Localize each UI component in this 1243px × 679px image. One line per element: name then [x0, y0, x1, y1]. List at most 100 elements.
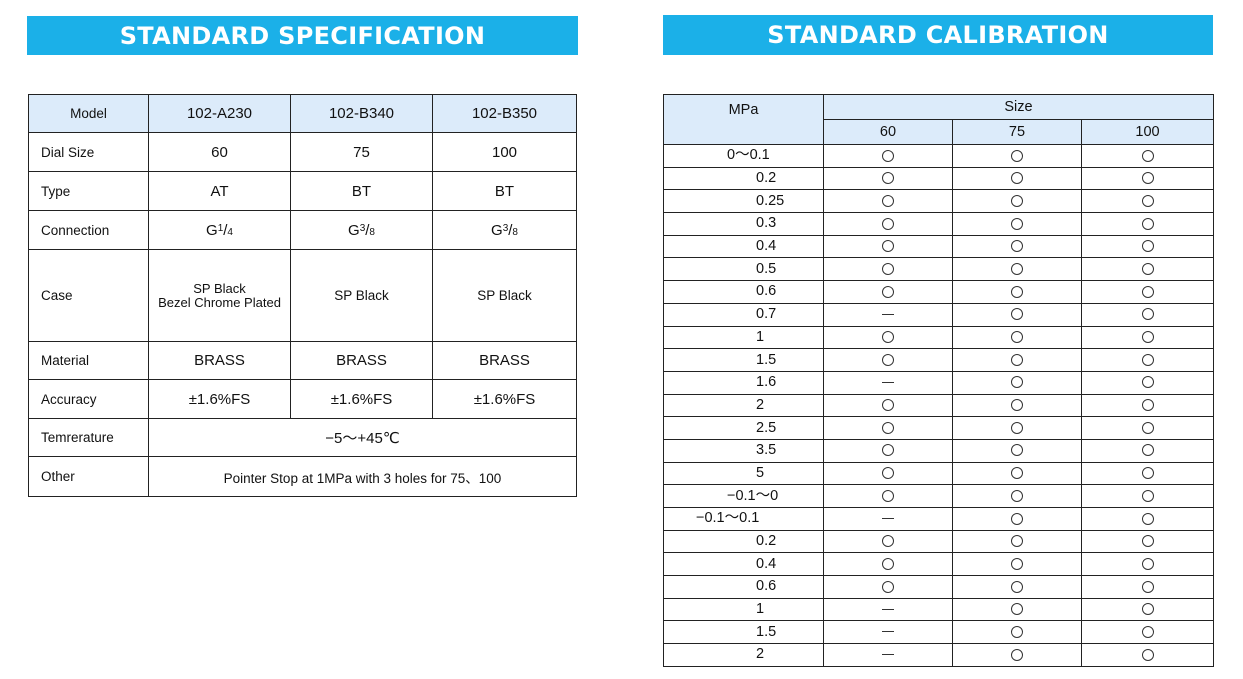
- spec-col-model-2: 102-B340: [290, 94, 433, 133]
- spec-label: Case: [28, 249, 149, 342]
- calibration-size-row: 60 75 100: [664, 119, 1215, 145]
- available-circle-icon: [1011, 648, 1023, 661]
- availability-cell: [952, 643, 1082, 667]
- pressure-range: 2: [663, 643, 824, 667]
- spec-col-model-3: 102-B350: [432, 94, 577, 133]
- pressure-range: 1.5: [663, 348, 824, 372]
- spec-value: ±1.6%FS: [148, 379, 291, 419]
- available-circle-icon: [1011, 376, 1023, 389]
- availability-cell: [1080, 620, 1215, 645]
- available-circle-icon: [1011, 353, 1023, 366]
- availability-cell: [823, 144, 953, 168]
- unavailable-dash-icon: [882, 518, 894, 520]
- calibration-row: 0.5: [663, 257, 1215, 282]
- spec-value: ±1.6%FS: [290, 379, 433, 419]
- availability-cell: [1080, 189, 1215, 214]
- available-circle-icon: [1011, 625, 1023, 638]
- spec-col-model-1: 102-A230: [148, 94, 291, 133]
- available-circle-icon: [882, 149, 894, 162]
- unavailable-dash-icon: [882, 608, 894, 610]
- available-circle-icon: [1141, 149, 1154, 162]
- spec-col-model: Model: [28, 94, 149, 133]
- calibration-body: 0～0.1 0.2 0.25 0.3 0.4 0.5 0.6 0.7 1 1.5 1.6 2 2.5 3.…: [663, 144, 1215, 667]
- availability-cell: [952, 280, 1082, 304]
- spec-label: Connection: [28, 210, 149, 250]
- available-circle-icon: [1011, 557, 1023, 570]
- availability-cell: [823, 416, 953, 440]
- availability-cell: [952, 144, 1082, 168]
- spec-row-material: Material BRASS BRASS BRASS: [28, 341, 577, 380]
- pressure-range: −0.1～0.1: [663, 507, 824, 531]
- availability-cell: [823, 302, 953, 327]
- available-circle-icon: [1011, 467, 1023, 480]
- availability-cell: [1080, 393, 1215, 418]
- spec-label: Material: [28, 341, 149, 380]
- calibration-row: 5: [663, 461, 1215, 486]
- available-circle-icon: [1141, 648, 1154, 661]
- available-circle-icon: [882, 467, 894, 480]
- availability-cell: [823, 507, 953, 531]
- available-circle-icon: [1141, 194, 1154, 207]
- availability-cell: [823, 348, 953, 372]
- pressure-range: 5: [663, 461, 824, 486]
- available-circle-icon: [1011, 194, 1023, 207]
- spec-value: SP Black: [432, 249, 577, 342]
- calibration-row: 0.6: [663, 575, 1215, 599]
- availability-cell: [952, 212, 1082, 236]
- available-circle-icon: [1011, 240, 1023, 253]
- availability-cell: [1080, 144, 1215, 168]
- calibration-row: −0.1～0.1: [663, 507, 1215, 531]
- availability-cell: [1080, 507, 1215, 531]
- availability-cell: [952, 189, 1082, 214]
- conn-den: 8: [512, 226, 518, 238]
- calibration-row: 0.2: [663, 529, 1215, 554]
- availability-cell: [823, 257, 953, 282]
- size-col: 100: [1080, 119, 1215, 145]
- availability-cell: [823, 438, 953, 463]
- calibration-row: 2.5: [663, 416, 1215, 440]
- pressure-range: 3.5: [663, 438, 824, 463]
- spec-value: BT: [432, 171, 577, 211]
- conn-den: 8: [369, 226, 375, 238]
- calibration-row: 0～0.1: [663, 144, 1215, 168]
- available-circle-icon: [882, 285, 894, 298]
- availability-cell: [952, 325, 1082, 350]
- availability-cell: [823, 484, 953, 508]
- availability-cell: [1080, 416, 1215, 440]
- available-circle-icon: [1011, 603, 1023, 616]
- pressure-range: 0.5: [663, 257, 824, 282]
- available-circle-icon: [882, 217, 894, 230]
- available-circle-icon: [1141, 331, 1154, 344]
- available-circle-icon: [882, 353, 894, 366]
- spec-value: SP Black Bezel Chrome Plated: [148, 249, 291, 342]
- calibration-table: MPa Size 60 75 100 0～0.1 0.2 0.25 0.3 0.4 0.5…: [663, 94, 1215, 667]
- spec-label: Type: [28, 171, 149, 211]
- calibration-row: 0.4: [663, 552, 1215, 577]
- available-circle-icon: [1141, 262, 1154, 275]
- spec-label: Other: [28, 456, 149, 497]
- available-circle-icon: [1141, 557, 1154, 570]
- availability-cell: [952, 484, 1082, 508]
- availability-cell: [823, 393, 953, 418]
- available-circle-icon: [1141, 240, 1154, 253]
- spec-value: 100: [432, 132, 577, 172]
- availability-cell: [952, 507, 1082, 531]
- available-circle-icon: [882, 535, 894, 548]
- pressure-range: 1.5: [663, 620, 824, 645]
- conn-num: 3: [359, 222, 366, 234]
- spec-value: BRASS: [432, 341, 577, 380]
- pressure-range: 0～0.1: [663, 144, 824, 168]
- availability-cell: [1080, 484, 1215, 508]
- availability-cell: [1080, 302, 1215, 327]
- available-circle-icon: [882, 262, 894, 275]
- unavailable-dash-icon: [882, 313, 894, 315]
- availability-cell: [823, 620, 953, 645]
- availability-cell: [823, 461, 953, 486]
- spec-row-dial-size: Dial Size 60 75 100: [28, 132, 577, 172]
- availability-cell: [1080, 325, 1215, 350]
- pressure-range: 2: [663, 393, 824, 418]
- spec-row-connection: Connection G1/4 G3/8 G3/8: [28, 210, 577, 250]
- available-circle-icon: [1011, 512, 1023, 525]
- conn-num: 3: [502, 222, 509, 234]
- available-circle-icon: [1141, 353, 1154, 366]
